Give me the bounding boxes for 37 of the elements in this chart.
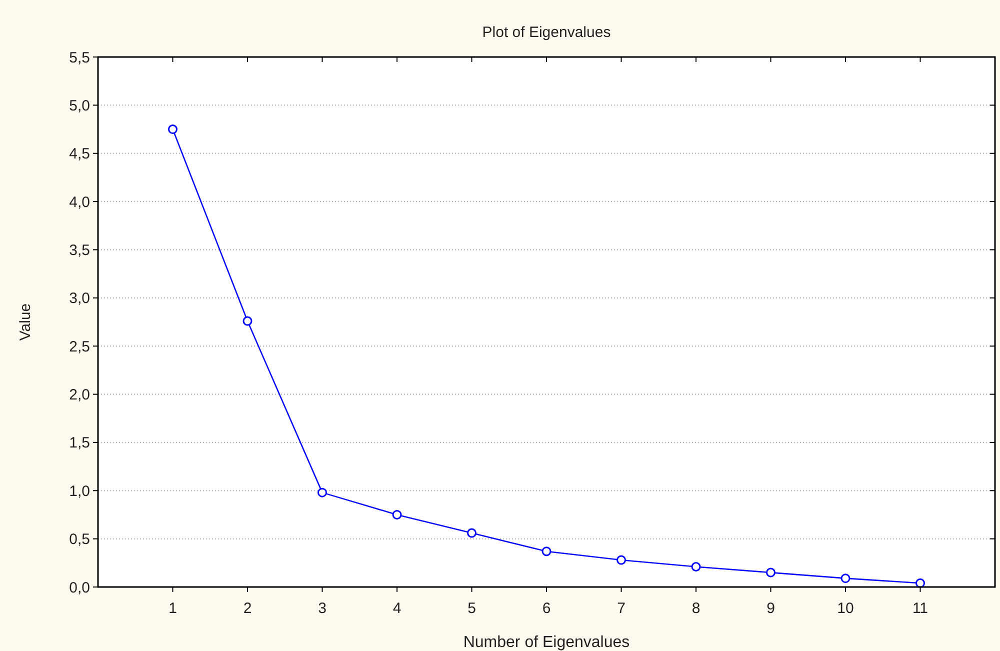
chart-title: Plot of Eigenvalues [482,24,611,41]
y-tick-label: 1,0 [69,482,90,500]
point [168,124,178,134]
y-tick-label: 1,5 [69,434,90,452]
x-tick-label: 10 [837,600,854,617]
x-tick-label: 7 [617,600,626,617]
y-tick-label: 3,0 [69,290,90,308]
x-tick-label: 3 [318,600,326,617]
y-tick-label: 2,0 [69,386,90,404]
x-tick-label: 8 [692,600,700,617]
x-tick-label: 4 [392,600,402,617]
x-tick-label: 9 [766,600,775,617]
point [542,546,552,556]
y-tick-label: 0,5 [69,531,90,548]
point [318,488,327,498]
point [766,568,776,578]
y-tick-label: 3,5 [69,242,90,259]
point [840,574,850,584]
point [242,316,252,326]
x-tick-label: 1 [168,600,177,617]
y-tick-label: 0,0 [69,579,90,596]
y-tick-label: 4,0 [69,194,90,211]
x-tick-label: 6 [542,600,551,617]
y-tick-label: 4,5 [69,146,90,163]
point [392,510,402,520]
point [916,578,925,588]
x-tick-label: 11 [912,600,928,617]
point [616,555,626,565]
point [691,562,701,572]
y-axis-title: Value [17,303,34,341]
y-tick-label: 2,5 [69,338,90,356]
x-tick-label: 5 [468,600,476,617]
y-tick-label: 5,5 [69,49,90,66]
x-axis-title: Number of Eigenvalues [463,634,630,651]
point [467,528,476,538]
y-tick-label: 5,0 [69,97,90,114]
x-tick-label: 2 [243,600,252,617]
